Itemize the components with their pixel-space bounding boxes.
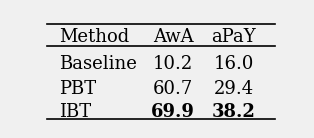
Text: PBT: PBT — [59, 80, 96, 98]
Text: AwA: AwA — [153, 28, 193, 46]
Text: aPaY: aPaY — [212, 28, 256, 46]
Text: Baseline: Baseline — [59, 55, 137, 73]
Text: 38.2: 38.2 — [212, 103, 256, 121]
Text: 60.7: 60.7 — [153, 80, 193, 98]
Text: 16.0: 16.0 — [214, 55, 254, 73]
Text: Method: Method — [59, 28, 129, 46]
Text: IBT: IBT — [59, 103, 91, 121]
Text: 29.4: 29.4 — [214, 80, 254, 98]
Text: 10.2: 10.2 — [153, 55, 193, 73]
Text: 69.9: 69.9 — [151, 103, 195, 121]
